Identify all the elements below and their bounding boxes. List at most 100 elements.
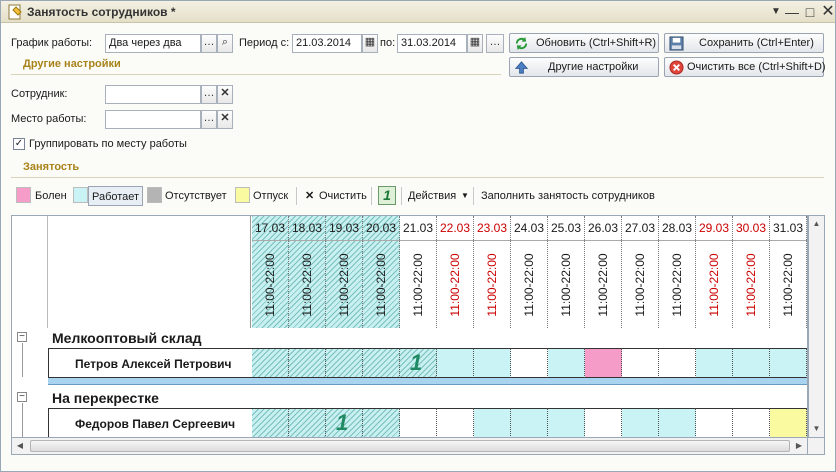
other-settings-section[interactable]: Другие настройки [23,58,121,70]
occupancy-section: Занятость [23,161,80,173]
working-swatch[interactable] [73,187,88,203]
maximize-icon[interactable]: □ [805,4,815,20]
occupancy-cell[interactable] [511,408,548,437]
occupancy-cell[interactable] [474,348,511,378]
occupancy-cell[interactable] [733,348,770,378]
day-header-date: 19.03 [326,216,363,240]
occupancy-cell[interactable] [696,348,733,378]
period-select-button[interactable]: … [486,34,504,53]
occupancy-cell[interactable] [622,408,659,437]
actions-menu[interactable]: Действия [408,190,457,202]
workplace-clear-icon[interactable]: ✕ [217,110,233,129]
workplace-field[interactable] [105,110,201,129]
day-header-time: 11:00-22:00 [363,240,400,328]
mark-one-button[interactable]: 1 [378,186,396,205]
workplace-select-button[interactable]: … [201,110,217,129]
group-row[interactable]: Мелкооптовый склад [52,330,202,346]
actions-dropdown-icon[interactable]: ▼ [461,191,469,200]
occupancy-cell[interactable] [252,348,289,378]
refresh-icon [515,36,528,51]
occupancy-cell[interactable] [770,348,807,378]
group-row[interactable]: На перекрестке [52,390,159,406]
scroll-up-icon[interactable]: ▲ [812,219,821,228]
occupancy-cell[interactable]: 1 [400,348,437,378]
occupancy-cell[interactable] [363,408,400,437]
minimize-icon[interactable]: — [785,4,799,20]
employee-select-button[interactable]: … [201,85,217,104]
calendar-to-icon[interactable]: ▦ [467,34,483,53]
day-header-time: 11:00-22:00 [474,240,511,328]
day-header-date: 24.03 [511,216,548,240]
occupancy-cell[interactable] [289,408,326,437]
collapse-group-icon[interactable]: − [17,332,27,342]
occupancy-cell[interactable] [363,348,400,378]
occupancy-cell[interactable]: 1 [326,408,363,437]
calendar-from-icon[interactable]: ▦ [362,34,378,53]
period-from-field[interactable]: 21.03.2014 [292,34,362,53]
tree-line [22,403,23,437]
shift-mark-one: 1 [336,410,349,435]
occupancy-cell[interactable] [252,408,289,437]
clear-button[interactable]: Очистить [319,190,367,202]
schedule-open-icon[interactable]: ⌕ [217,34,233,53]
sick-swatch[interactable] [16,187,31,203]
shift-time-label: 11:00-22:00 [522,252,536,317]
shift-time-label: 11:00-22:00 [485,252,499,317]
sick-button[interactable]: Болен [35,190,67,202]
vertical-scrollbar[interactable]: ▲ ▼ [808,215,825,438]
vacation-button[interactable]: Отпуск [253,190,289,202]
save-icon [669,36,684,51]
occupancy-cell[interactable] [622,348,659,378]
occupancy-cell[interactable] [696,408,733,437]
absent-button[interactable]: Отсутствует [165,190,227,202]
employee-field[interactable] [105,85,201,104]
occupancy-cell[interactable] [289,348,326,378]
scroll-down-icon[interactable]: ▼ [812,424,821,433]
occupancy-cell[interactable] [326,348,363,378]
close-icon[interactable]: ✕ [821,3,835,20]
scroll-right-icon[interactable]: ▶ [795,441,803,450]
occupancy-cell[interactable] [548,348,585,378]
occupancy-cell[interactable] [400,408,437,437]
occupancy-cell[interactable] [659,408,696,437]
day-header-time: 11:00-22:00 [511,240,548,328]
day-header-date: 28.03 [659,216,696,240]
occupancy-divider [11,177,824,178]
fill-occupancy-button[interactable]: Заполнить занятость сотрудников [481,190,655,202]
occupancy-cell[interactable] [659,348,696,378]
day-header-date: 17.03 [252,216,289,240]
day-header-date: 31.03 [770,216,807,240]
occupancy-cell[interactable] [511,348,548,378]
clear-all-button[interactable]: Очистить все (Ctrl+Shift+D) [664,57,826,77]
employee-clear-icon[interactable]: ✕ [217,85,233,104]
working-button[interactable]: Работает [88,186,144,206]
occupancy-cell[interactable] [548,408,585,437]
clear-x-icon[interactable]: ✕ [305,190,315,202]
occupancy-cell[interactable] [770,408,807,437]
day-header-time: 11:00-22:00 [622,240,659,328]
occupancy-cell[interactable] [474,408,511,437]
employee-name[interactable]: Петров Алексей Петрович [48,348,252,378]
employee-name[interactable]: Федоров Павел Сергеевич [48,408,252,437]
scroll-left-icon[interactable]: ◀ [16,441,24,450]
occupancy-grid[interactable]: 17.03 11:00-22:00 18.03 11:00-22:00 19.03 11:… [11,215,808,438]
occupancy-cell[interactable] [437,408,474,437]
window-menu-icon[interactable]: ▼ [771,6,781,17]
horizontal-scrollbar[interactable]: ◀ ▶ [11,438,808,455]
occupancy-cell[interactable] [437,348,474,378]
vacation-swatch[interactable] [235,187,250,203]
period-to-field[interactable]: 31.03.2014 [397,34,467,53]
collapse-group-icon[interactable]: − [17,392,27,402]
occupancy-cell[interactable] [585,348,622,378]
occupancy-cell[interactable] [585,408,622,437]
group-by-workplace-checkbox[interactable]: ✓ [13,138,25,150]
horizontal-scroll-thumb[interactable] [30,440,790,452]
save-button[interactable]: Сохранить (Ctrl+Enter) [664,33,824,53]
schedule-field[interactable]: Два через два [105,34,201,53]
shift-time-label: 11:00-22:00 [263,252,277,317]
refresh-button[interactable]: Обновить (Ctrl+Shift+R) [509,33,659,53]
schedule-select-button[interactable]: … [201,34,217,53]
other-settings-button[interactable]: Другие настройки [509,57,659,77]
occupancy-cell[interactable] [733,408,770,437]
absent-swatch[interactable] [147,187,162,203]
